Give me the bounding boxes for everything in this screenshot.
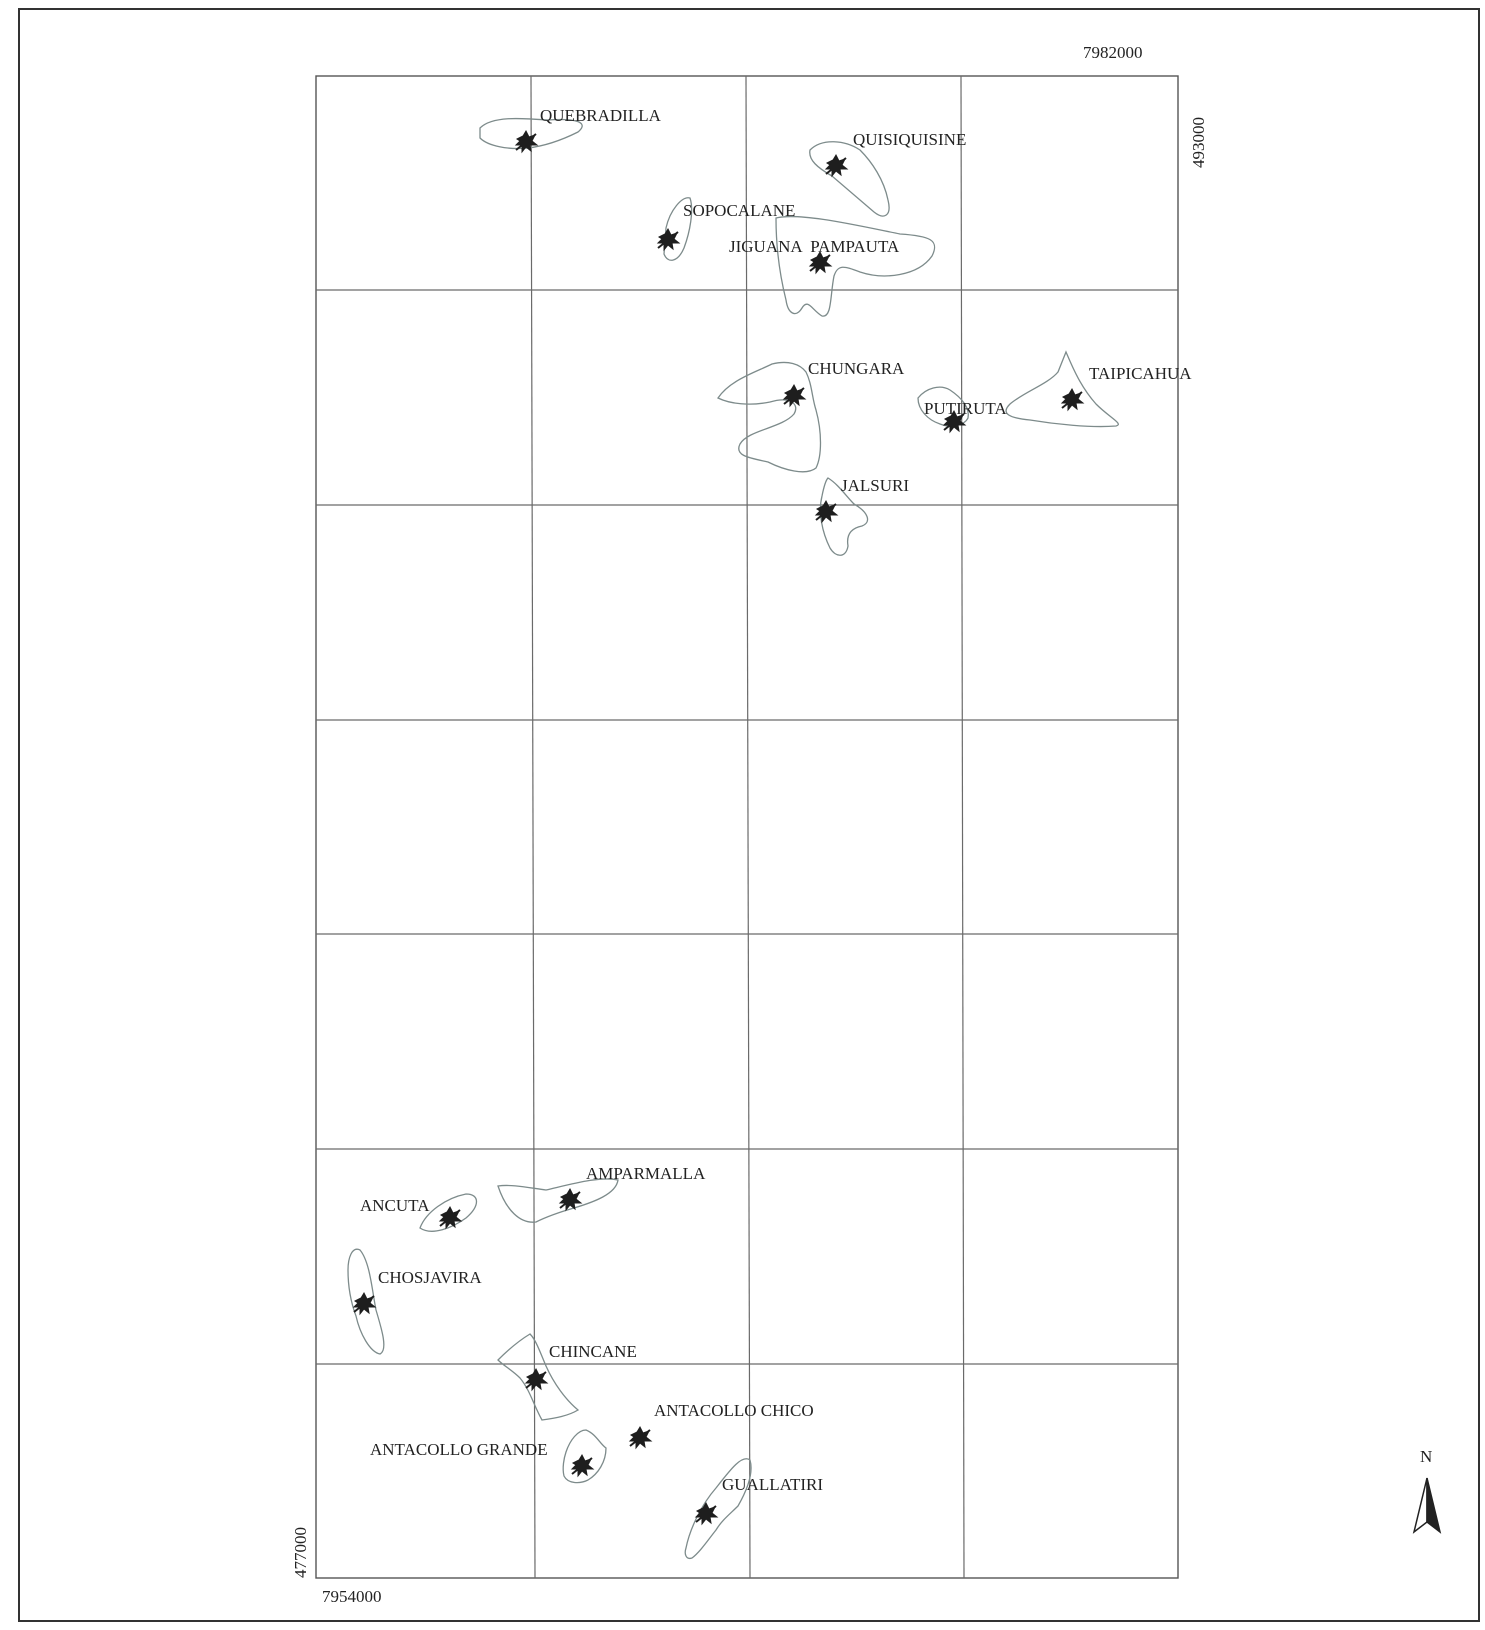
label-chungara: CHUNGARA [808,359,905,378]
marker-quisiquisine [825,154,848,177]
outline-chosjavira [347,1248,385,1355]
coord-top-right: 7982000 [1083,43,1143,62]
marker-jalsuri [815,500,838,523]
marker-sopocalane [657,228,680,251]
coordinate-labels: 7982000 493000 7954000 477000 [291,43,1208,1606]
coord-bottom-left: 7954000 [322,1587,382,1606]
marker-chincane [525,1368,548,1391]
marker-antacollo-chico [629,1426,652,1449]
outline-ancuta [419,1193,478,1232]
outline-antacollo-grande [562,1429,607,1484]
north-arrow-icon [1412,1477,1442,1534]
label-putiruta: PUTIRUTA [924,399,1007,418]
label-jalsuri: JALSURI [841,476,909,495]
grid-border [315,75,1179,1579]
marker-chungara [783,384,806,407]
wetland-outlines [347,117,1119,1560]
outline-sopocalane [663,197,693,261]
marker-guallatiri [695,1502,718,1525]
north-arrow: N [1412,1447,1442,1534]
label-amparmalla: AMPARMALLA [586,1164,706,1183]
label-quisiquisine: QUISIQUISINE [853,130,966,149]
outline-amparmalla [497,1178,619,1223]
outline-quebradilla [479,117,583,150]
label-antacollo-chico: ANTACOLLO CHICO [654,1401,814,1420]
label-taipicahua: TAIPICAHUA [1089,364,1192,383]
label-ancuta: ANCUTA [360,1196,430,1215]
label-guallatiri: GUALLATIRI [722,1475,823,1494]
wetland-markers [353,130,1084,1525]
outline-jalsuri [819,477,869,556]
coord-right-easting: 493000 [1189,117,1208,168]
map-grid [315,75,1179,1579]
marker-taipicahua [1061,388,1084,411]
label-quebradilla: QUEBRADILLA [540,106,662,125]
outline-chincane [497,1333,580,1421]
label-chosjavira: CHOSJAVIRA [378,1268,482,1287]
outline-taipicahua [1005,350,1119,428]
place-labels: QUEBRADILLA QUISIQUISINE SOPOCALANE JIGU… [360,106,1192,1494]
label-chincane: CHINCANE [549,1342,637,1361]
coord-left-easting: 477000 [291,1527,310,1578]
grid-line-v1 [530,75,536,1579]
map-frame [18,8,1480,1622]
outline-guallatiri [684,1458,752,1560]
label-jiguana-pampauta: JIGUANA PAMPAUTA [729,237,900,256]
label-sopocalane: SOPOCALANE [683,201,795,220]
north-arrow-label: N [1420,1447,1432,1466]
marker-ancuta [439,1206,462,1229]
marker-chosjavira [353,1292,376,1315]
marker-antacollo-grande [571,1454,594,1477]
grid-line-v3 [960,75,965,1579]
outline-chungara [717,361,822,473]
outline-quisiquisine [809,141,890,217]
outline-putiruta [917,386,969,427]
grid-line-v2 [745,75,751,1579]
outline-jiguana-pampauta [775,215,936,317]
label-antacollo-grande: ANTACOLLO GRANDE [370,1440,548,1459]
